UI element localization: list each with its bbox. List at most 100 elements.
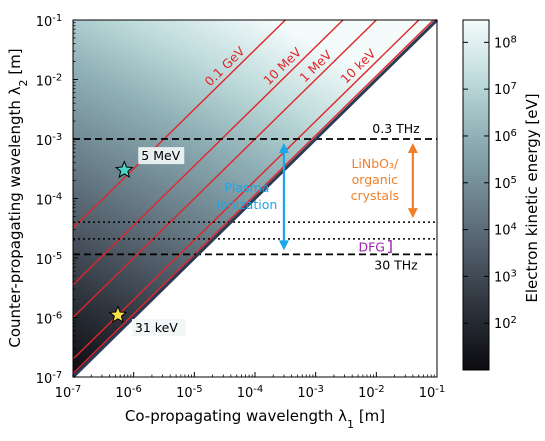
x-tick: 10 -5 xyxy=(176,372,253,402)
tick-base: 10 xyxy=(36,313,53,328)
marker-2: 31 keV xyxy=(108,305,186,337)
colorbar-tick-label: 108 xyxy=(494,34,517,52)
arrow-head-up xyxy=(278,143,289,153)
arrow-head-down xyxy=(407,208,418,219)
y-tick-label: 10-6 xyxy=(36,310,63,328)
tick-exponent: 3 xyxy=(511,268,517,279)
tick-exponent: -5 xyxy=(193,384,203,395)
colorbar-tick: 102 xyxy=(463,315,517,333)
tick-base: 10 xyxy=(494,83,511,98)
arrow-head-up xyxy=(407,143,418,153)
tick-base: 10 xyxy=(36,194,53,209)
star-icon xyxy=(108,305,128,323)
plasma-label-line: ionization xyxy=(217,197,278,212)
tick-base: 10 xyxy=(36,75,53,90)
markers: 5 MeV 31 keV xyxy=(108,147,186,337)
tick-base: 10 xyxy=(36,253,53,268)
plasma-label: Plasma ionization xyxy=(217,180,278,212)
annotations: 0.3 THz 30 THz Plasma ionization LiNbO₃/orga… xyxy=(217,121,421,272)
marker-label: 5 MeV xyxy=(141,148,180,163)
tick-base: 10 xyxy=(494,317,511,332)
tick-base: 10 xyxy=(358,386,375,401)
colorbar-tick: 104 xyxy=(463,221,517,239)
x-axis-ticks: 10-7 10-6 10-5 10-4 10-3 10-2 10-1 xyxy=(55,372,445,402)
marker-label-bg xyxy=(138,147,185,165)
colorbar-label: Electron kinetic energy [eV] xyxy=(523,93,541,302)
colorbar-tick: 103 xyxy=(463,268,517,285)
tick-exponent: -1 xyxy=(435,384,445,395)
x-tick: 10-1 xyxy=(419,372,445,401)
frequency-lines xyxy=(73,138,437,256)
x-tick: 10-4 xyxy=(237,372,314,402)
tick-exponent: -3 xyxy=(52,132,62,143)
arrow-head-down xyxy=(278,240,289,251)
colorbar-tick-label: 107 xyxy=(494,81,517,99)
tick-exponent: 5 xyxy=(511,174,517,185)
tick-base: 10 xyxy=(36,15,53,30)
tick-exponent: 7 xyxy=(511,81,517,92)
colorbar-tick: 106 xyxy=(463,127,517,145)
y-tick: 10-4 xyxy=(36,141,78,209)
contour-line xyxy=(73,20,434,374)
tick-exponent: -7 xyxy=(52,370,62,381)
colorbar-tick: 108 xyxy=(463,34,517,52)
y-tick: 10-6 xyxy=(36,260,78,328)
x-tick: 10-3 xyxy=(297,372,374,402)
tick-base: 10 xyxy=(494,270,511,285)
contour-line xyxy=(73,20,377,318)
y-tick-label: 10-1 xyxy=(36,13,63,31)
colorbar-tick: 105 xyxy=(463,174,517,192)
tick-exponent: 4 xyxy=(511,221,517,232)
y-tick: 10-3 xyxy=(36,81,78,149)
tick-exponent: 6 xyxy=(511,127,517,138)
dfg-label: DFG xyxy=(358,240,385,255)
dfg-bracket xyxy=(388,240,392,254)
tick-base: 10 xyxy=(494,36,511,51)
x-tick-label: 10-3 xyxy=(297,384,324,402)
tick-base: 10 xyxy=(494,224,511,239)
frequency-label: 30 THz xyxy=(374,257,418,272)
x-tick: 10-6 xyxy=(115,372,192,402)
contour-line xyxy=(73,20,420,360)
tick-base: 10 xyxy=(237,386,254,401)
tick-base: 10 xyxy=(494,177,511,192)
y-tick-label: 10-7 xyxy=(36,370,63,388)
x-tick-label: 10-7 xyxy=(55,384,82,402)
y-tick: 10-1 xyxy=(36,13,78,31)
colorbar-tick: 107 xyxy=(463,81,517,99)
tick-base: 10 xyxy=(297,386,314,401)
crystals-label-line: LiNbO₃/ xyxy=(351,156,399,171)
tick-base: 10 xyxy=(55,386,72,401)
tick-exponent: -5 xyxy=(52,251,62,262)
tick-exponent: -2 xyxy=(52,72,62,83)
y-axis-label: Counter-propagating wavelength λ2 [m] xyxy=(6,48,30,347)
tick-exponent: -6 xyxy=(52,310,62,321)
tick-exponent: -6 xyxy=(132,384,142,395)
marker-label-bg xyxy=(131,319,186,337)
tick-exponent: -4 xyxy=(253,384,263,395)
tick-base: 10 xyxy=(36,372,53,387)
crystals-label-line: organic xyxy=(352,172,399,187)
tick-base: 10 xyxy=(115,386,132,401)
crystals-label-line: crystals xyxy=(351,188,399,203)
diagonal-boundary xyxy=(71,18,439,379)
star-icon xyxy=(114,160,134,179)
x-tick: 10-2 xyxy=(358,372,435,401)
y-tick-label: 10-4 xyxy=(36,191,63,209)
marker-1: 5 MeV xyxy=(114,147,185,179)
plasma-label-line: Plasma xyxy=(224,180,269,195)
tick-base: 10 xyxy=(494,130,511,145)
x-tick-label: 10-4 xyxy=(237,384,264,402)
x-tick-label: 10-6 xyxy=(115,384,142,402)
y-axis-ticks: 10-710-610-510-410-310-210-1 xyxy=(36,13,78,388)
x-tick-label: 10-5 xyxy=(176,384,203,402)
tick-exponent: 8 xyxy=(511,34,517,45)
colorbar-tick-label: 102 xyxy=(494,315,517,333)
plasma-arrow xyxy=(278,143,289,251)
tick-base: 10 xyxy=(419,386,436,401)
colorbar-tick-label: 105 xyxy=(494,174,517,192)
colorbar-bar xyxy=(462,19,490,371)
